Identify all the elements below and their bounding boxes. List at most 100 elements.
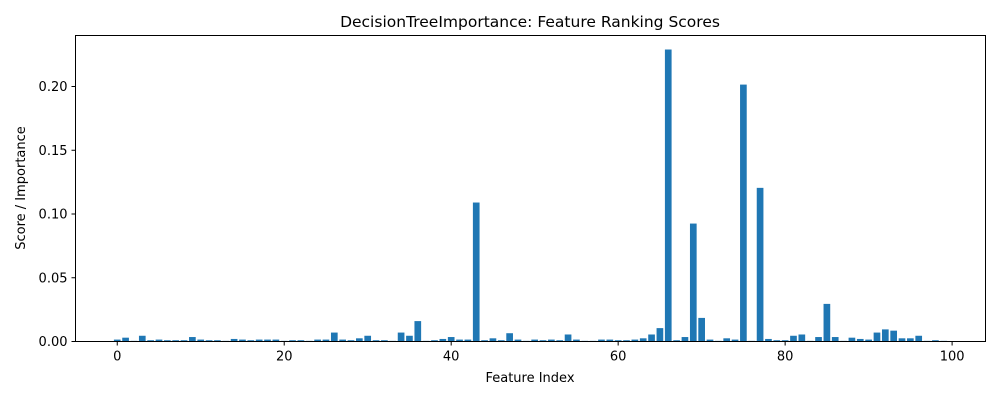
bar-feature-84 <box>815 337 822 342</box>
bar-feature-66 <box>664 49 672 342</box>
bar-feature-18 <box>264 339 271 342</box>
bar-group <box>113 49 948 342</box>
bar-feature-90 <box>865 339 872 342</box>
bar-feature-61 <box>623 340 630 342</box>
bar-feature-75 <box>740 84 747 342</box>
bar-feature-15 <box>239 339 246 342</box>
bar-feature-51 <box>539 340 547 342</box>
bar-feature-53 <box>556 340 564 342</box>
bar-feature-43 <box>472 202 480 342</box>
bar-feature-47 <box>506 333 513 342</box>
bar-feature-67 <box>673 340 680 342</box>
bar-feature-44 <box>481 340 488 342</box>
bar-feature-40 <box>447 337 455 342</box>
bar-feature-82 <box>798 334 806 342</box>
bar-feature-30 <box>364 335 372 342</box>
y-axis-label: Score / Importance <box>14 126 29 250</box>
bar-feature-39 <box>439 338 447 342</box>
bar-feature-70 <box>698 317 705 342</box>
bar-feature-11 <box>205 340 213 342</box>
bar-feature-27 <box>339 339 346 342</box>
bar-feature-6 <box>164 340 171 342</box>
bar-feature-14 <box>230 338 238 342</box>
x-tick-label: 80 <box>777 350 794 365</box>
bar-feature-50 <box>531 339 539 342</box>
bar-feature-71 <box>706 339 714 342</box>
bar-feature-24 <box>314 339 321 342</box>
bar-feature-74 <box>731 339 739 342</box>
x-tick-label: 60 <box>610 350 627 365</box>
bar-feature-21 <box>289 340 296 342</box>
bar-feature-68 <box>681 337 689 342</box>
bar-feature-93 <box>890 330 898 342</box>
bar-feature-58 <box>598 339 605 342</box>
bar-feature-78 <box>765 338 772 342</box>
bar-feature-41 <box>456 339 463 342</box>
bar-feature-54 <box>564 334 572 342</box>
bar-feature-89 <box>856 338 864 342</box>
bar-feature-80 <box>781 340 789 342</box>
bar-feature-22 <box>297 340 305 342</box>
bar-feature-86 <box>831 337 839 342</box>
x-axis-label: Feature Index <box>485 371 574 386</box>
bar-feature-98 <box>932 340 939 342</box>
y-tick-label: 0.20 <box>39 80 68 95</box>
x-tick-label: 40 <box>443 350 460 365</box>
bar-feature-31 <box>372 340 380 342</box>
bar-feature-73 <box>723 338 731 342</box>
y-tick-label: 0.05 <box>39 271 68 286</box>
chart-title: DecisionTreeImportance: Feature Ranking … <box>340 13 720 31</box>
bar-feature-8 <box>180 340 188 342</box>
bar-feature-29 <box>356 338 363 342</box>
bar-feature-10 <box>197 339 205 342</box>
bar-feature-3 <box>138 335 146 342</box>
bar-feature-4 <box>147 340 154 342</box>
bar-feature-5 <box>155 339 163 342</box>
bar-feature-28 <box>347 340 355 342</box>
bar-feature-94 <box>898 338 906 342</box>
bar-feature-59 <box>606 339 614 342</box>
bar-feature-9 <box>189 337 196 342</box>
bar-feature-63 <box>639 338 647 342</box>
bar-feature-77 <box>756 187 764 342</box>
bar-feature-92 <box>881 329 889 342</box>
bar-feature-85 <box>823 303 831 342</box>
bar-feature-35 <box>406 335 413 342</box>
bar-feature-17 <box>255 339 263 342</box>
bar-feature-69 <box>689 223 697 342</box>
bar-feature-1 <box>122 337 129 342</box>
bar-feature-52 <box>548 339 555 342</box>
bar-feature-62 <box>631 339 639 342</box>
bar-feature-96 <box>915 335 923 342</box>
bar-feature-36 <box>414 321 422 342</box>
x-axis-ticks: 0 20 40 60 80 100 <box>113 341 965 365</box>
bar-feature-0 <box>113 339 121 342</box>
bar-feature-65 <box>656 328 664 342</box>
bar-feature-16 <box>247 340 255 342</box>
y-axis-ticks: 0.00 0.05 0.10 0.15 0.20 <box>39 80 76 350</box>
bar-feature-64 <box>648 334 655 342</box>
bar-feature-38 <box>431 340 438 342</box>
bar-feature-19 <box>272 339 280 342</box>
bar-feature-26 <box>330 332 338 342</box>
x-tick-label: 20 <box>276 350 293 365</box>
bar-feature-7 <box>172 340 180 342</box>
y-tick-label: 0.10 <box>39 208 68 223</box>
bar-feature-12 <box>214 340 221 342</box>
bar-feature-45 <box>489 338 497 342</box>
bar-feature-34 <box>397 332 405 342</box>
bar-feature-48 <box>514 339 522 342</box>
bar-feature-91 <box>873 332 881 342</box>
bar-feature-25 <box>322 339 330 342</box>
bar-feature-81 <box>790 335 797 342</box>
bar-feature-55 <box>573 339 580 342</box>
bar-feature-79 <box>773 340 781 342</box>
x-tick-label: 0 <box>113 350 121 365</box>
bar-feature-46 <box>497 340 505 342</box>
x-tick-label: 100 <box>940 350 965 365</box>
bar-feature-32 <box>381 340 388 342</box>
bar-feature-95 <box>907 338 914 342</box>
y-tick-label: 0.00 <box>39 335 68 350</box>
bar-feature-60 <box>614 340 622 342</box>
